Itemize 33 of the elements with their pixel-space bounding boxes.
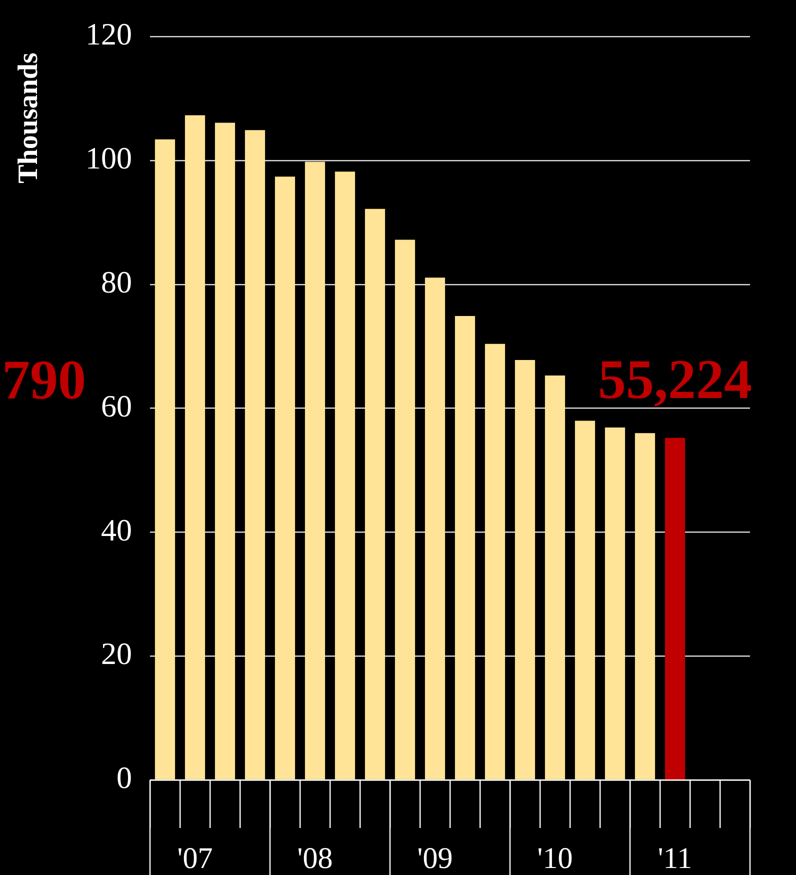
bar [184,115,206,780]
y-tick-label: 60 [101,388,132,424]
bar [604,428,626,780]
bar [214,122,236,780]
x-tick-label: '11 [658,842,692,875]
x-tick-label: '07 [177,842,213,875]
bar [454,316,476,780]
x-tick-label: '08 [297,842,333,875]
bar [664,438,686,780]
x-tick-label: '09 [417,842,453,875]
y-tick-label: 0 [116,760,132,796]
y-tick-label: 120 [86,16,132,52]
text: 790 [2,349,86,412]
annotation: 55,224 [598,348,752,411]
bar [574,420,596,780]
bar [484,344,506,780]
y-tick-label: 100 [86,140,132,176]
bar [304,162,326,780]
bar [334,172,356,780]
bar [544,375,566,780]
bar [634,433,656,780]
bar [394,240,416,780]
bar [274,176,296,780]
y-tick-label: 40 [101,512,132,548]
bar [364,208,386,780]
bar [244,130,266,780]
y-axis-title: Thousands [13,52,44,184]
y-tick-label: 20 [101,636,132,672]
bar [424,278,446,780]
y-tick-label: 80 [101,264,132,300]
x-tick-label: '10 [537,842,573,875]
bar [154,139,176,780]
bar [514,360,536,780]
